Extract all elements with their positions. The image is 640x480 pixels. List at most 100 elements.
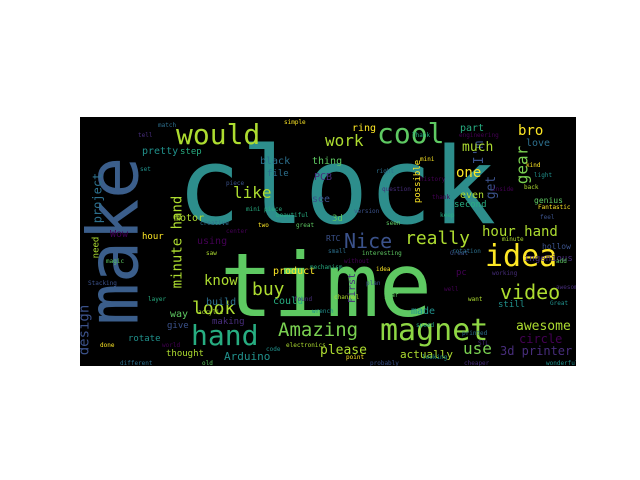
word-printed: printed <box>462 330 488 337</box>
word-different: different <box>120 360 153 367</box>
word-old: old <box>202 360 213 367</box>
word-beautiful: beautiful <box>276 212 309 219</box>
word-add: add <box>556 258 567 265</box>
word-interesting: interesting <box>362 250 402 257</box>
word-circle: circle <box>519 332 563 346</box>
word-look: look <box>192 298 236 319</box>
word-hollow: hollow <box>542 242 571 251</box>
word-thank-2: thank <box>432 194 451 201</box>
word-video: video <box>500 280 561 304</box>
word-one: one <box>456 165 482 181</box>
word-stl: STL <box>478 340 489 347</box>
word-fantastic: Fantastic <box>538 204 571 211</box>
word-pcb: PCB <box>314 172 333 183</box>
word-second: second <box>454 200 487 210</box>
word-found: found <box>294 296 313 303</box>
word-looking: looking <box>422 354 448 361</box>
word-awesome: awesome <box>516 319 571 334</box>
word-year: year <box>384 292 399 299</box>
word-project: project <box>90 172 105 224</box>
word-would: would <box>176 118 261 151</box>
word-awesome-2: awesome <box>556 284 576 291</box>
word-thank: Thank <box>412 132 431 139</box>
word-small: small <box>328 248 347 255</box>
word-set: set <box>140 166 151 173</box>
word-back: back <box>524 184 539 191</box>
word-need: need <box>91 236 102 259</box>
word-done: done <box>100 342 115 349</box>
word-even: even <box>460 190 485 201</box>
word-file: file <box>267 169 289 179</box>
word-electronics: electronics <box>286 342 326 349</box>
word-engineering: engineering <box>459 132 499 139</box>
word-great-3: Great <box>550 300 569 307</box>
word-made: made <box>411 306 436 317</box>
word-probably: probably <box>370 360 399 367</box>
word-give: give <box>167 321 189 331</box>
word-cloud: clock make time magnet would cool hand i… <box>80 117 576 366</box>
word-rotation: rotation <box>452 248 481 255</box>
word-motor: motor <box>174 213 205 224</box>
word-code: code <box>266 346 281 353</box>
word-cheaper: cheaper <box>464 360 490 367</box>
word-could: could <box>273 296 304 307</box>
word-black: black <box>260 156 291 167</box>
word-great-1: Great <box>450 250 469 257</box>
word-arduino: Arduino <box>224 350 271 363</box>
word-hour-hand: hour hand <box>482 224 558 240</box>
word-using: using <box>197 236 228 247</box>
word-part: part <box>460 123 485 134</box>
word-minute-hand: minute hand <box>169 195 186 289</box>
word-great-4: great <box>296 222 315 229</box>
word-magic: magic <box>106 258 125 265</box>
word-creative: creative <box>200 220 229 227</box>
word-simple: simple <box>284 119 306 126</box>
word-mini: mini <box>420 156 435 163</box>
word-want: want <box>468 296 483 303</box>
word-channel: channel <box>334 294 360 301</box>
word-keep: keep <box>440 212 455 219</box>
word-thing: thing <box>312 156 343 167</box>
word-speed: speed <box>416 322 435 329</box>
word-rtc: RTC <box>326 234 341 243</box>
word-piece: piece <box>226 180 245 187</box>
word-see: see <box>312 194 331 205</box>
word-3d: 3d <box>332 214 343 224</box>
word-pretty: pretty <box>142 146 179 157</box>
word-nice: Nice <box>344 229 393 253</box>
word-tell: tell <box>138 132 153 139</box>
word-saw: saw <box>206 250 217 257</box>
word-layer: layer <box>148 296 167 303</box>
word-history: history <box>420 176 446 183</box>
word-genius: genius <box>534 196 563 205</box>
word-actually: actually <box>400 348 453 361</box>
word-much: much <box>462 140 494 155</box>
word-seen: seen <box>386 220 401 227</box>
word-mini-piece: mini piece <box>246 206 283 213</box>
word-center: center <box>226 228 248 235</box>
word-light: light <box>534 172 553 179</box>
word-still: still <box>498 300 526 310</box>
word-kind: kind <box>526 162 541 169</box>
word-magnet: magnet <box>380 313 489 348</box>
word-please: please <box>320 343 367 358</box>
word-wow: Wow <box>110 229 129 240</box>
word-bro: bro <box>518 123 544 139</box>
word-use: use <box>463 339 492 358</box>
word-way: way <box>170 309 189 320</box>
word-love: love <box>526 138 551 149</box>
word-stacking: Stacking <box>88 280 117 287</box>
word-idea-2: idea <box>376 266 391 273</box>
word-ingenious: ingenious <box>524 254 573 264</box>
word-feel: feel <box>540 214 555 221</box>
word-3d-printer: 3d printer <box>500 344 573 358</box>
word-well: well <box>444 286 459 293</box>
word-amazing: Amazing <box>278 319 359 341</box>
word-mechanism: mechanism <box>310 264 343 271</box>
word-right: right <box>376 168 395 175</box>
word-question: question <box>382 186 411 193</box>
word-version: version <box>354 208 380 215</box>
word-step: step <box>180 147 202 157</box>
word-pc: pc <box>456 268 467 278</box>
